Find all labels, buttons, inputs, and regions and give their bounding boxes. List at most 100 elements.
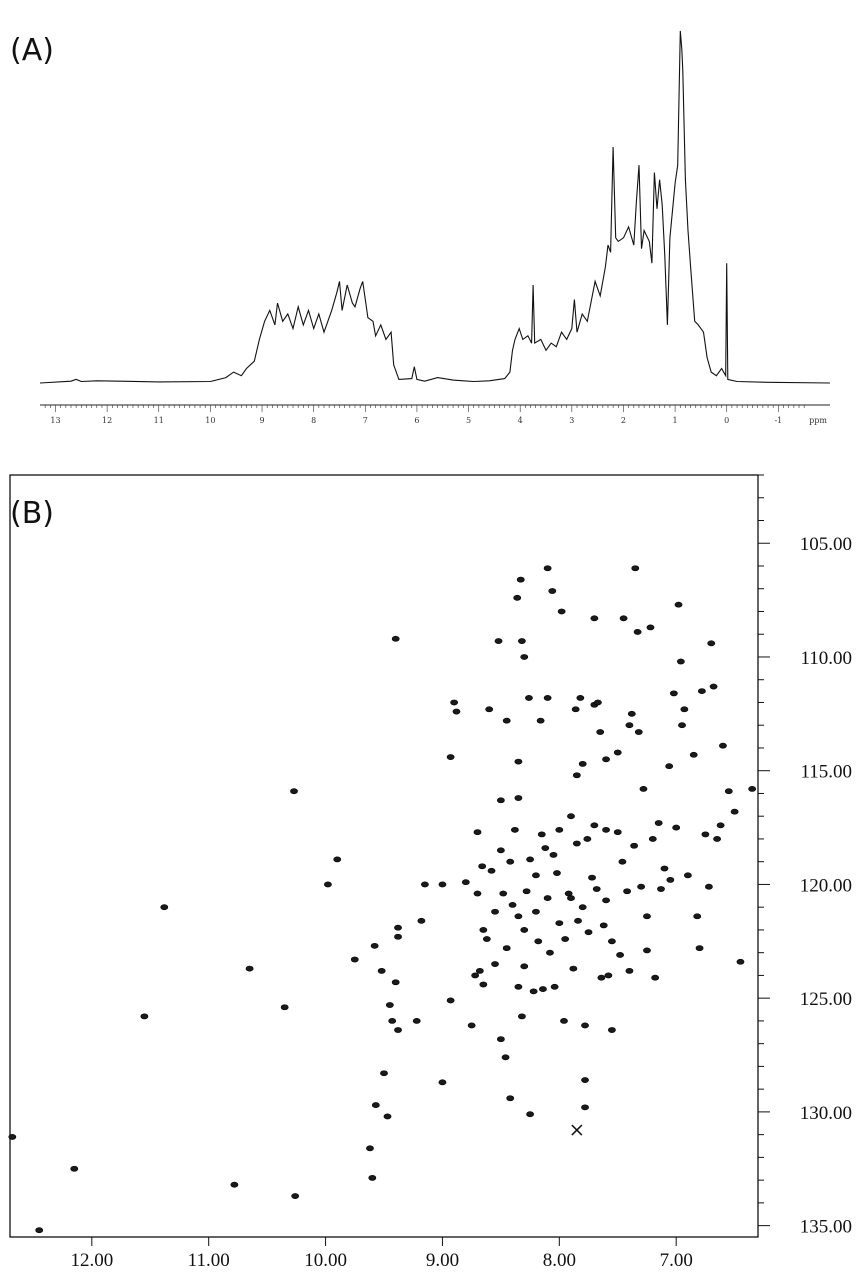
- hsqc-peak: [529, 988, 538, 995]
- hsqc-peak: [532, 872, 540, 879]
- hsqc-peak: [479, 927, 488, 933]
- hsqc-peak: [518, 1013, 526, 1020]
- hsqc-peak: [391, 979, 400, 986]
- hsqc-peak: [637, 883, 646, 890]
- spectrum-tick-label: 7: [363, 416, 368, 425]
- hsqc-plot-frame: [9, 474, 759, 1238]
- hsqc-peak: [473, 890, 482, 897]
- hsqc-peak: [705, 883, 713, 890]
- hsqc-peak: [487, 867, 496, 874]
- spectrum-tick-label: 10: [205, 416, 215, 425]
- hsqc-peak: [366, 1145, 374, 1152]
- hsqc-peak: [526, 856, 534, 863]
- hsqc-x-tick-label: 9.00: [426, 1250, 459, 1271]
- hsqc-peak: [290, 788, 298, 795]
- hsqc-peak: [613, 829, 622, 836]
- hsqc-peak: [588, 874, 596, 881]
- hsqc-cross-marker: [571, 1124, 583, 1136]
- hsqc-y-tick-label: 115.00: [800, 762, 852, 783]
- hsqc-peak: [680, 706, 689, 713]
- hsqc-peak: [550, 983, 559, 990]
- hsqc-y-tick-label: 130.00: [800, 1103, 852, 1124]
- hsqc-peak: [333, 856, 342, 863]
- spectrum-tick-label: 4: [518, 416, 523, 425]
- spectrum-trace-line: [39, 30, 831, 384]
- hsqc-peak: [496, 797, 505, 804]
- hsqc-peak: [377, 967, 386, 974]
- hsqc-peak: [485, 706, 494, 713]
- hsqc-peak: [596, 729, 605, 735]
- hsqc-peak: [616, 952, 624, 958]
- hsqc-peak: [471, 972, 480, 979]
- hsqc-peak: [648, 836, 657, 842]
- hsqc-peak: [506, 1095, 515, 1102]
- hsqc-peak: [541, 845, 550, 851]
- hsqc-peak: [572, 772, 581, 779]
- hsqc-peak: [613, 749, 622, 756]
- hsqc-peak: [716, 822, 725, 829]
- hsqc-x-tick-label: 11.00: [188, 1250, 230, 1271]
- hsqc-peak: [549, 851, 558, 858]
- spectrum-tick-label: 1: [673, 416, 678, 425]
- hsqc-peak: [581, 1077, 589, 1083]
- hsqc-peak: [581, 1104, 589, 1111]
- hsqc-peak: [350, 956, 359, 963]
- hsqc-peak: [630, 842, 639, 849]
- hsqc-peak: [625, 967, 634, 974]
- hsqc-peak: [475, 967, 484, 974]
- hsqc-peak: [526, 1111, 534, 1118]
- hsqc-peak: [394, 1027, 402, 1033]
- hsqc-peak: [574, 917, 582, 924]
- hsqc-peak: [619, 615, 628, 622]
- hsqc-peak: [537, 831, 546, 838]
- spectrum-tick-label: 8: [311, 416, 316, 425]
- hsqc-x-tick-label: 7.00: [660, 1250, 693, 1271]
- hsqc-peak: [160, 904, 169, 911]
- hsqc-peak: [674, 601, 683, 608]
- hsqc-peak: [391, 635, 400, 642]
- hsqc-peak: [646, 624, 655, 631]
- hsqc-peak: [70, 1165, 79, 1172]
- hsqc-peak: [627, 710, 636, 717]
- hsqc-peak: [578, 904, 587, 911]
- hsqc-y-tick-label: 105.00: [800, 534, 852, 555]
- hsqc-peak: [631, 565, 640, 572]
- hsqc-peak: [323, 881, 332, 888]
- hsqc-peak: [543, 695, 552, 701]
- hsqc-peak: [520, 927, 529, 933]
- panel-a-label: (A): [10, 33, 54, 68]
- hsqc-peak: [518, 638, 526, 644]
- hsqc-peak: [473, 829, 482, 836]
- hsqc-peak: [291, 1193, 300, 1199]
- hsqc-peak: [491, 908, 499, 915]
- hsqc-y-tick-label: 120.00: [800, 875, 852, 896]
- hsqc-peak: [709, 683, 718, 690]
- hsqc-peak: [514, 913, 523, 920]
- hsqc-peak: [730, 808, 739, 815]
- spectrum-tick-label: 13: [50, 416, 60, 425]
- hsqc-peak: [571, 706, 580, 713]
- hsqc-peak: [35, 1227, 44, 1234]
- hsqc-peak: [496, 847, 505, 854]
- hsqc-peak: [522, 888, 531, 895]
- hsqc-peak: [604, 972, 613, 979]
- hsqc-peak: [583, 836, 592, 842]
- hsqc-peak: [698, 688, 706, 694]
- hsqc-peak: [576, 695, 585, 701]
- hsqc-peak: [280, 1004, 289, 1011]
- hsqc-peak: [534, 938, 543, 945]
- hsqc-peak: [514, 983, 523, 990]
- hsqc-peak: [479, 981, 488, 988]
- hsqc-y-tick-label: 135.00: [800, 1217, 852, 1238]
- hsqc-peak: [501, 1054, 510, 1061]
- hsqc-peak: [230, 1181, 239, 1188]
- hsqc-peak: [593, 699, 602, 706]
- spectrum-tick-label: 0: [724, 416, 729, 425]
- hsqc-peak: [608, 1027, 616, 1033]
- hsqc-peak: [560, 1018, 568, 1024]
- hsqc-peak: [539, 986, 547, 992]
- hsqc-peak: [602, 756, 610, 763]
- hsqc-peak: [461, 879, 470, 886]
- spectrum-tick-label: 2: [621, 416, 626, 425]
- hsqc-peak: [590, 822, 599, 829]
